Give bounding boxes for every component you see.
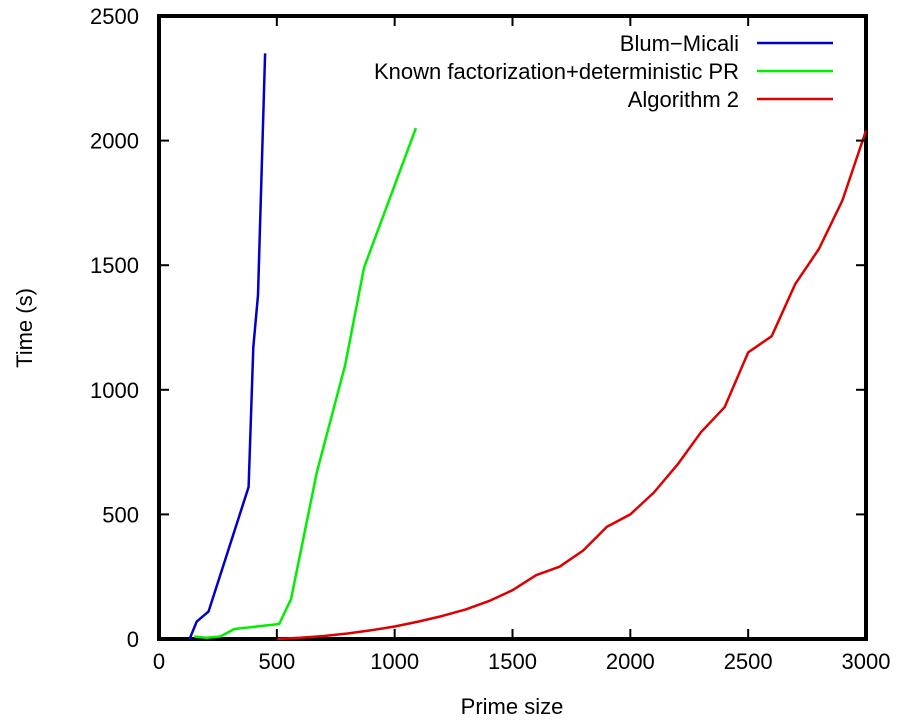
legend: Blum−Micali Known factorization+determini… xyxy=(374,31,833,112)
y-tick-label: 0 xyxy=(127,627,139,652)
series-line-2 xyxy=(276,130,868,641)
series-line-0 xyxy=(188,53,267,640)
x-tick-label: 1000 xyxy=(370,649,419,674)
x-tick-label: 3000 xyxy=(842,649,891,674)
legend-label-0: Blum−Micali xyxy=(620,31,739,56)
ticks-layer: 0 500 1000 1500 2000 2500 3000 0 500 1000 1500 2000… xyxy=(90,4,890,674)
y-tick-label: 1000 xyxy=(90,378,139,403)
y-axis-label: Time (s) xyxy=(12,288,37,368)
y-tick-label: 2500 xyxy=(90,4,139,29)
y-tick-label: 1500 xyxy=(90,253,139,278)
y-tick-label: 2000 xyxy=(90,129,139,154)
plot-frame xyxy=(157,14,868,641)
series-layer xyxy=(188,53,868,641)
x-tick-label: 0 xyxy=(153,649,165,674)
x-tick-label: 1500 xyxy=(488,649,537,674)
legend-label-2: Algorithm 2 xyxy=(628,87,739,112)
plot-area xyxy=(157,14,868,641)
series-line-1 xyxy=(194,127,418,640)
x-tick-label: 500 xyxy=(258,649,295,674)
x-axis-label: Prime size xyxy=(461,694,564,719)
x-tick-label: 2500 xyxy=(724,649,773,674)
legend-label-1: Known factorization+deterministic PR xyxy=(374,59,739,84)
x-tick-label: 2000 xyxy=(606,649,655,674)
y-tick-label: 500 xyxy=(102,502,139,527)
